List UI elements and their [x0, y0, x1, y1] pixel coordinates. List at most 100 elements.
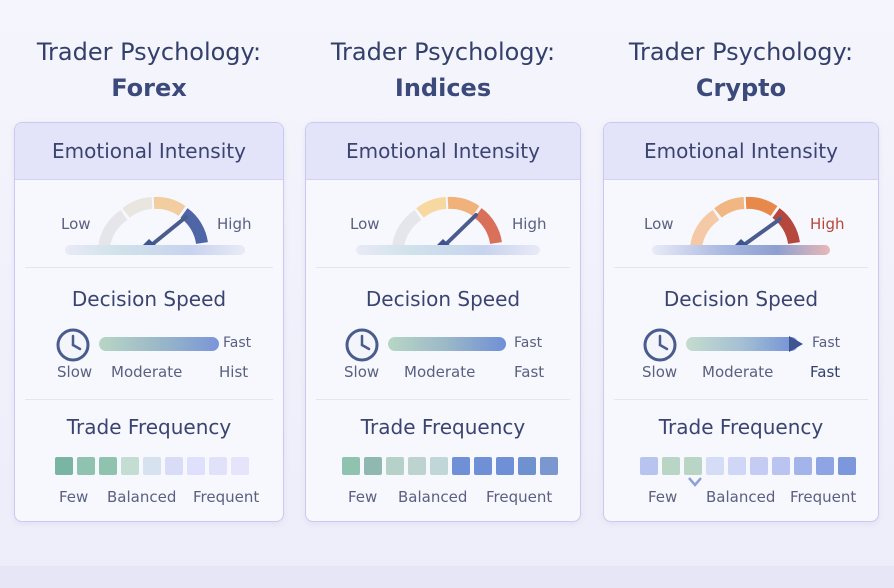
frequent-label: Frequent: [486, 488, 553, 506]
frequency-cell: [231, 457, 249, 475]
frequency-cell: [99, 457, 117, 475]
card: Emotional Intensity Low High Decision Sp…: [14, 122, 284, 522]
divider: [614, 399, 868, 400]
frequency-cell: [430, 457, 448, 475]
frequency-cell: [474, 457, 492, 475]
frequency-cell: [165, 457, 183, 475]
frequent-label: Frequent: [790, 488, 857, 506]
gauge: Low High: [604, 183, 878, 333]
divider: [25, 267, 273, 268]
speed-end-label: Fast: [514, 335, 543, 351]
intensity-track: [65, 245, 245, 255]
balanced-label: Balanced: [706, 488, 776, 506]
balanced-label: Balanced: [398, 488, 468, 506]
trade-frequency-title: Trade Frequency: [658, 415, 824, 439]
trade-frequency-title: Trade Frequency: [66, 415, 232, 439]
speed-end-label: Fast: [812, 335, 841, 351]
market-name: Indices: [394, 74, 492, 102]
frequency-cell: [386, 457, 404, 475]
moderate-label: Moderate: [404, 363, 476, 381]
gauge-icon: [690, 196, 800, 253]
frequency-cell: [816, 457, 834, 475]
fast-label: Fast: [514, 363, 545, 381]
frequency-cell: [518, 457, 536, 475]
slow-label: Slow: [344, 363, 380, 381]
decision-speed-title: Decision Speed: [365, 287, 521, 311]
speed-bar: [99, 337, 219, 351]
frequency-cell: [838, 457, 856, 475]
bottom-strip: [0, 566, 894, 588]
high-label: High: [810, 215, 845, 233]
speed-bar: [686, 337, 798, 351]
market-name: Forex: [111, 74, 187, 102]
column-title: Trader Psychology: Indices: [305, 36, 581, 104]
frequency-cell: [187, 457, 205, 475]
high-label: High: [217, 215, 252, 233]
few-label: Few: [348, 488, 378, 506]
frequent-label: Frequent: [193, 488, 260, 506]
low-label: Low: [61, 215, 91, 233]
divider: [25, 399, 273, 400]
speed-bar: [388, 337, 506, 351]
emotional-intensity-header: Emotional Intensity: [306, 123, 580, 180]
intensity-track: [356, 245, 540, 255]
chevron-down-icon: [688, 477, 702, 487]
frequency-cell: [342, 457, 360, 475]
frequency-cell: [772, 457, 790, 475]
frequency-cell: [209, 457, 227, 475]
frequency-cell: [452, 457, 470, 475]
frequency-scale: [640, 457, 856, 475]
decision-speed-title: Decision Speed: [663, 287, 819, 311]
balanced-label: Balanced: [107, 488, 177, 506]
few-label: Few: [59, 488, 89, 506]
title-line: Trader Psychology:: [628, 38, 854, 66]
intensity-track: [652, 245, 830, 255]
divider: [316, 267, 570, 268]
divider: [316, 399, 570, 400]
moderate-label: Moderate: [702, 363, 774, 381]
emotional-intensity-header: Emotional Intensity: [15, 123, 283, 180]
trade-frequency-title: Trade Frequency: [360, 415, 526, 439]
frequency-cell: [794, 457, 812, 475]
high-label: High: [512, 215, 547, 233]
arrow-right-icon: [789, 336, 803, 352]
frequency-cell: [55, 457, 73, 475]
slow-label: Slow: [57, 363, 93, 381]
frequency-cell: [121, 457, 139, 475]
frequency-cell: [143, 457, 161, 475]
frequency-cell: [77, 457, 95, 475]
column-title: Trader Psychology: Crypto: [603, 36, 879, 104]
moderate-label: Moderate: [111, 363, 183, 381]
speed-end-label: Fast: [223, 335, 252, 351]
column-title: Trader Psychology: Forex: [14, 36, 284, 104]
frequency-cell: [540, 457, 558, 475]
clock-icon: [345, 328, 379, 362]
clock-icon: [643, 328, 677, 362]
low-label: Low: [644, 215, 674, 233]
emotional-intensity-header: Emotional Intensity: [604, 123, 878, 180]
frequency-cell: [364, 457, 382, 475]
card: Emotional Intensity Low High Decision Sp…: [305, 122, 581, 522]
frequency-cell: [728, 457, 746, 475]
few-label: Few: [648, 488, 678, 506]
frequency-cell: [662, 457, 680, 475]
frequency-cell: [684, 457, 702, 475]
slow-label: Slow: [642, 363, 678, 381]
fast-label: Hist: [219, 363, 249, 381]
frequency-cell: [706, 457, 724, 475]
gauge: Low High: [15, 183, 283, 333]
clock-icon: [56, 328, 90, 362]
title-line: Trader Psychology:: [36, 38, 262, 66]
frequency-scale: [55, 457, 249, 475]
frequency-scale: [342, 457, 558, 475]
decision-speed-title: Decision Speed: [71, 287, 227, 311]
fast-label: Fast: [810, 363, 841, 381]
frequency-cell: [640, 457, 658, 475]
title-line: Trader Psychology:: [330, 38, 556, 66]
card: Emotional Intensity Low High Decision Sp…: [603, 122, 879, 522]
gauge: Low High: [306, 183, 580, 333]
frequency-cell: [750, 457, 768, 475]
low-label: Low: [350, 215, 380, 233]
market-name: Crypto: [695, 74, 787, 102]
frequency-cell: [408, 457, 426, 475]
